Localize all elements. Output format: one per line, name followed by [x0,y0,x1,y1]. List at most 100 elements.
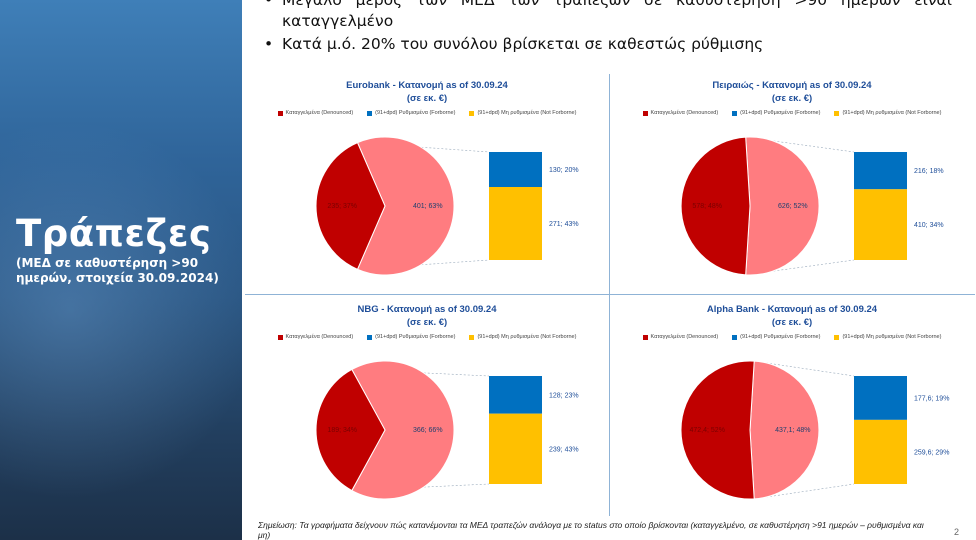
legend-swatch [367,110,373,116]
bar-segment-not-forborne [854,189,907,260]
legend-item: (91+dpd) Μη ρυθμισμένα (Not Forborne) [834,334,941,340]
chart-subtitle: (σε εκ. €) [406,317,448,328]
chart-title: NBG - Κατανομή as of 30.09.24 [357,304,497,315]
pie-slice-denounced [315,142,386,270]
chart-plot: 472,4; 52% 437,1; 48% 177,6; 19% 259,6; 29% [680,360,949,500]
legend-label: Καταγγελμένα (Denounced) [285,334,354,340]
legend-swatch [469,110,475,116]
bar-segment-forborne [489,376,542,414]
footnote: Σημείωση: Τα γραφήματα δείχνουν πώς κατα… [258,520,924,540]
bar-label-not-forborne: 271; 43% [549,221,579,228]
chart-subtitle: (σε εκ. €) [771,93,813,104]
bullet-text: Μεγάλο μέρος των ΜΕΔ των τραπεζών σε καθ… [282,0,952,30]
chart-nbg: NBG - Κατανομή as of 30.09.24 (σε εκ. €) Κ… [245,298,609,518]
bullet-list: • Μεγάλο μέρος των ΜΕΔ των τραπεζών σε κα… [262,0,952,57]
bar-segment-not-forborne [489,187,542,260]
pie-slice-denounced [680,136,751,276]
pie-slice-rest [351,360,455,500]
pie-label-rest: 626; 52% [778,203,808,210]
pie-slice-rest [745,136,820,276]
legend-swatch [834,334,840,340]
chart-alpha-bank: Alpha Bank - Κατανομή as of 30.09.24 (σε … [610,298,974,518]
legend-swatch [367,334,373,340]
legend-label: (91+dpd) Ρυθμισμένα (Forborne) [375,110,456,116]
legend-swatch [277,110,283,116]
legend-swatch [277,334,283,340]
legend-item: Καταγγελμένα (Denounced) [277,334,354,340]
pie-label-denounced: 472,4; 52% [690,427,725,434]
chart-legend: Καταγγελμένα (Denounced) (91+dpd) Ρυθμισμ… [610,334,974,340]
bar-label-forborne: 130; 20% [549,167,579,174]
pie-slice-rest [356,136,455,276]
pie-label-denounced: 578; 48% [692,203,722,210]
chart-plot: 235; 37% 401; 63% 130; 20% 271; 43% [315,136,579,276]
legend-label: (91+dpd) Μη ρυθμισμένα (Not Forborne) [477,110,577,116]
legend-label: (91+dpd) Ρυθμισμένα (Forborne) [375,334,456,340]
pie-label-denounced: 235; 37% [327,203,357,210]
section-subtitle: (ΜΕΔ σε καθυστέρηση >90 ημερών, στοιχεία… [16,256,219,285]
legend-item: Καταγγελμένα (Denounced) [642,110,719,116]
legend-swatch [732,334,738,340]
chart-title: Πειραιώς - Κατανομή as of 30.09.24 [712,80,872,91]
pie-slice-denounced [315,368,386,492]
chart-subtitle: (σε εκ. €) [771,317,813,328]
legend-label: Καταγγελμένα (Denounced) [650,334,719,340]
pie-label-rest: 366; 66% [413,427,443,434]
legend-label: Καταγγελμένα (Denounced) [650,110,719,116]
pie-label-rest: 437,1; 48% [775,427,810,434]
legend-label: (91+dpd) Μη ρυθμισμένα (Not Forborne) [842,334,942,340]
legend-swatch [834,110,840,116]
chart-subtitle: (σε εκ. €) [406,93,448,104]
sidebar: Τράπεζες (ΜΕΔ σε καθυστέρηση >90 ημερών,… [0,0,242,540]
legend-item: (91+dpd) Ρυθμισμένα (Forborne) [367,110,455,116]
legend-item: (91+dpd) Μη ρυθμισμένα (Not Forborne) [469,334,576,340]
bar-label-forborne: 177,6; 19% [914,395,949,402]
pie-label-rest: 401; 63% [413,203,443,210]
bar-label-not-forborne: 410; 34% [914,222,944,229]
legend-item: (91+dpd) Ρυθμισμένα (Forborne) [367,334,455,340]
bullet-item: • Μεγάλο μέρος των ΜΕΔ των τραπεζών σε κα… [262,0,952,32]
legend-item: (91+dpd) Μη ρυθμισμένα (Not Forborne) [834,110,941,116]
bar-segment-forborne [854,376,907,420]
bar-label-not-forborne: 259,6; 29% [914,449,949,456]
grid-divider-horizontal [245,294,975,295]
page-number: 2 [954,527,960,537]
chart-legend: Καταγγελμένα (Denounced) (91+dpd) Ρυθμισμ… [245,334,609,340]
chart-plot: 189; 34% 366; 66% 128; 23% 239; 43% [315,360,579,500]
legend-item: Καταγγελμένα (Denounced) [277,110,354,116]
legend-item: (91+dpd) Ρυθμισμένα (Forborne) [732,334,820,340]
legend-label: (91+dpd) Ρυθμισμένα (Forborne) [740,334,821,340]
legend-label: (91+dpd) Ρυθμισμένα (Forborne) [740,110,821,116]
legend-swatch [469,334,475,340]
chart-legend: Καταγγελμένα (Denounced) (91+dpd) Ρυθμισμ… [610,110,974,116]
legend-label: (91+dpd) Μη ρυθμισμένα (Not Forborne) [477,334,577,340]
chart-legend: Καταγγελμένα (Denounced) (91+dpd) Ρυθμισμ… [245,110,609,116]
pie-slice-rest [749,360,820,500]
pie-slice-denounced [680,360,755,500]
bar-label-forborne: 128; 23% [549,392,579,399]
legend-item: Καταγγελμένα (Denounced) [642,334,719,340]
legend-label: Καταγγελμένα (Denounced) [285,110,354,116]
chart-plot: 578; 48% 626; 52% 216; 18% 410; 34% [680,136,944,276]
bullet-dot-icon: • [264,35,274,53]
bar-segment-forborne [489,152,542,188]
legend-swatch [642,334,648,340]
bar-label-forborne: 216; 18% [914,168,944,175]
bullet-text: Κατά μ.ό. 20% του συνόλου βρίσκεται σε κ… [282,35,764,53]
legend-swatch [642,110,648,116]
legend-item: (91+dpd) Μη ρυθμισμένα (Not Forborne) [469,110,576,116]
chart-piraeus: Πειραιώς - Κατανομή as of 30.09.24 (σε εκ… [610,74,974,294]
bar-segment-forborne [854,152,907,190]
bar-label-not-forborne: 239; 43% [549,446,579,453]
bar-segment-not-forborne [489,413,542,484]
legend-swatch [732,110,738,116]
chart-eurobank: Eurobank - Κατανομή as of 30.09.24 (σε εκ… [245,74,609,294]
bar-segment-not-forborne [854,419,907,484]
pie-label-denounced: 189; 34% [327,427,357,434]
chart-title: Eurobank - Κατανομή as of 30.09.24 [346,80,508,91]
legend-label: (91+dpd) Μη ρυθμισμένα (Not Forborne) [842,110,942,116]
chart-title: Alpha Bank - Κατανομή as of 30.09.24 [706,304,878,315]
bullet-item: • Κατά μ.ό. 20% του συνόλου βρίσκεται σε … [262,34,952,55]
section-title: Τράπεζες [16,212,212,255]
bullet-dot-icon: • [264,0,274,9]
